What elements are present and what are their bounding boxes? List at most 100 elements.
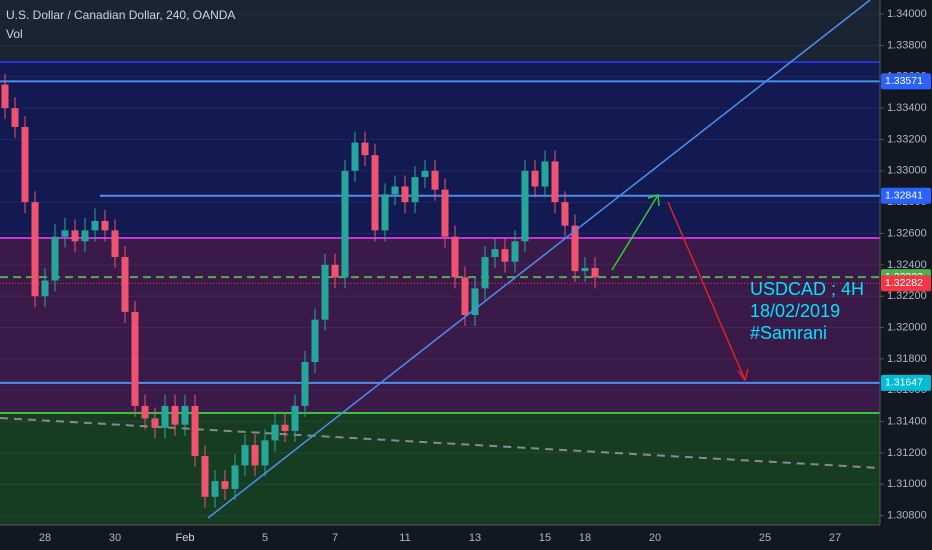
zone-resistance <box>0 62 880 238</box>
candle-body <box>221 481 229 489</box>
candle-body <box>531 170 539 187</box>
x-tick-label: 7 <box>332 532 338 544</box>
candle-body <box>511 241 519 262</box>
arrow-head <box>737 368 749 382</box>
candle-body <box>311 319 319 363</box>
candle-body <box>1 84 9 109</box>
candle-body <box>281 424 289 431</box>
x-tick-label: 25 <box>759 532 771 544</box>
candle-body <box>101 220 109 231</box>
candle-body <box>541 161 549 187</box>
candle-body <box>371 155 379 231</box>
x-tick-label: 30 <box>109 532 121 544</box>
candle-body <box>451 236 459 278</box>
candle-body <box>91 220 99 231</box>
y-tick-label: 1.33000 <box>887 165 927 177</box>
price-label-box <box>881 275 931 292</box>
candle-body <box>331 264 339 278</box>
candle-body <box>421 170 429 178</box>
candle-body <box>211 481 219 497</box>
candle-body <box>111 230 119 258</box>
y-tick-label: 1.31800 <box>887 353 927 365</box>
candle-body <box>471 288 479 315</box>
annotation: 18/02/2019 <box>750 301 840 321</box>
y-tick-label: 1.32000 <box>887 321 927 333</box>
price-label-box <box>881 187 931 204</box>
price-label: 1.31647 <box>885 377 923 389</box>
candle-body <box>31 202 39 297</box>
candle-body <box>501 249 509 262</box>
candle-body <box>591 267 599 278</box>
x-tick-label: 5 <box>262 532 268 544</box>
candle-body <box>61 230 69 237</box>
candle-body <box>41 280 49 297</box>
candle-body <box>121 257 129 312</box>
candle-body <box>351 142 359 171</box>
candle-body <box>461 277 469 315</box>
candle-body <box>171 405 179 425</box>
candles <box>1 73 599 508</box>
candle-body <box>51 236 59 281</box>
price-label: 1.33571 <box>885 75 923 87</box>
candle-body <box>201 456 209 497</box>
grid <box>0 13 880 517</box>
subtitle: Vol <box>6 27 23 41</box>
x-tick-label: 28 <box>39 532 51 544</box>
y-tick-label: 1.33400 <box>887 102 927 114</box>
candle-body <box>391 186 399 195</box>
candle-body <box>321 264 329 320</box>
y-tick-label: 1.31000 <box>887 478 927 490</box>
candle-body <box>291 405 299 431</box>
y-tick-label: 1.31400 <box>887 415 927 427</box>
candle-body <box>581 267 589 272</box>
x-tick-label: 27 <box>829 532 841 544</box>
candle-body <box>231 465 239 489</box>
moving-average <box>0 417 881 469</box>
zone-support <box>0 413 880 525</box>
candle-body <box>521 170 529 242</box>
levels <box>0 80 880 384</box>
candle-body <box>261 440 269 466</box>
candle-body <box>251 445 259 466</box>
candle-body <box>361 142 369 156</box>
y-tick-label: 1.32400 <box>887 259 927 271</box>
annotation: #Samrani <box>750 323 827 343</box>
candle-body <box>241 445 249 466</box>
candle-body <box>191 405 199 457</box>
candle-body <box>431 170 439 190</box>
annotation: USDCAD ; 4H <box>750 279 864 299</box>
candle-body <box>301 362 309 406</box>
candle-body <box>141 405 149 419</box>
chart-title: U.S. Dollar / Canadian Dollar, 240, OAND… <box>6 8 235 22</box>
y-tick-label: 1.33800 <box>887 39 927 51</box>
candle-body <box>71 230 79 242</box>
price-label-box <box>881 73 931 90</box>
arrow-head <box>647 194 660 207</box>
candle-body <box>551 161 559 203</box>
trend-line <box>207 0 871 519</box>
candle-body <box>181 405 189 425</box>
candle-body <box>11 108 19 127</box>
candle-body <box>381 194 389 231</box>
candle-body <box>131 311 139 406</box>
candle-body <box>341 170 349 278</box>
candle-body <box>81 230 89 242</box>
candle-body <box>491 249 499 258</box>
y-tick-label: 1.33200 <box>887 133 927 145</box>
candle-body <box>161 405 169 428</box>
arrow-up <box>611 194 659 271</box>
price-label: 1.32841 <box>885 190 923 202</box>
y-tick-label: 1.32600 <box>887 227 927 239</box>
y-tick-label: 1.31200 <box>887 447 927 459</box>
x-tick-label: 13 <box>469 532 481 544</box>
candle-body <box>21 126 29 203</box>
candle-body <box>401 186 409 203</box>
x-tick-label: 18 <box>579 532 591 544</box>
x-axis-panel <box>0 525 932 550</box>
y-tick-label: 1.34000 <box>887 8 927 20</box>
arrow-down <box>667 201 746 381</box>
x-tick-label: 15 <box>539 532 551 544</box>
price-label: 1.32282 <box>885 277 923 289</box>
price-label-box <box>881 374 931 391</box>
